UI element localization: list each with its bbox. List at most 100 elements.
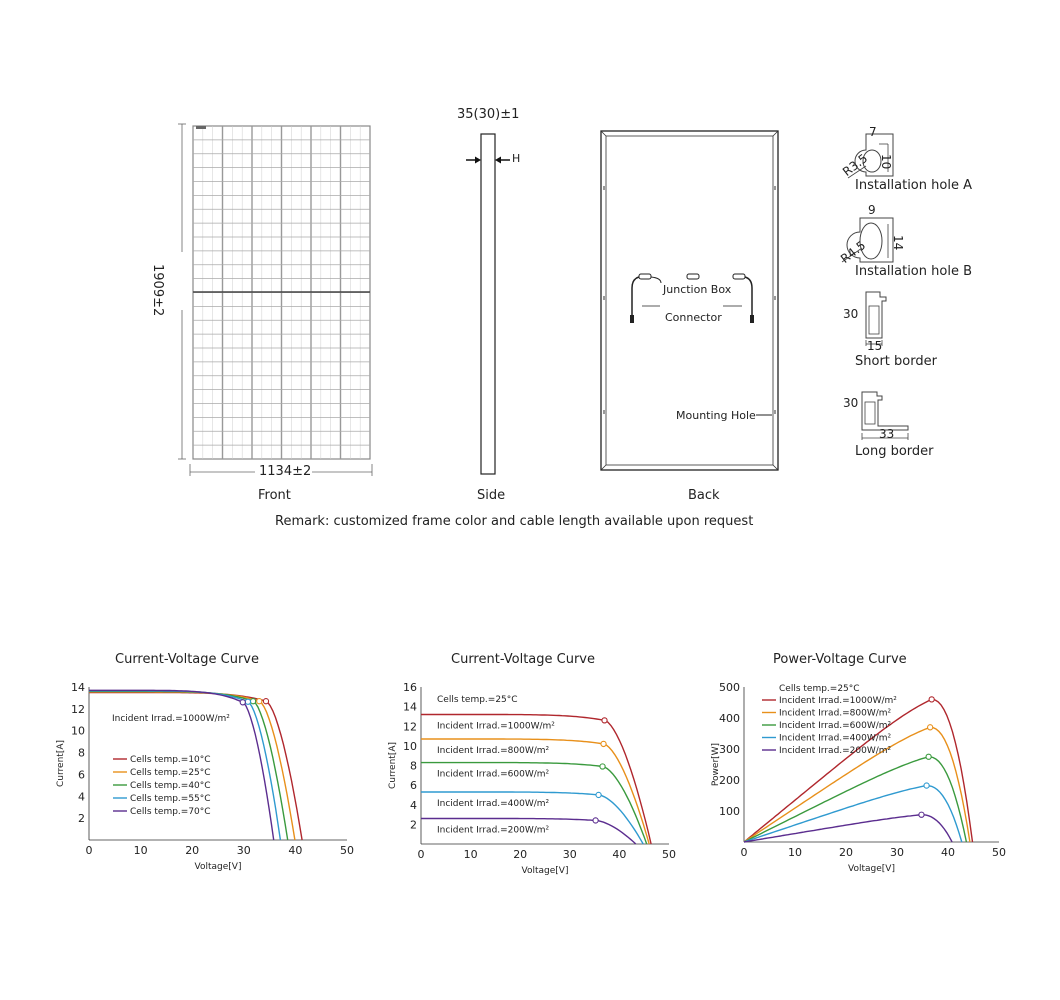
front-label: Front: [258, 488, 291, 503]
x-axis-label: Voltage[V]: [848, 864, 895, 874]
y-tick-label: 2: [78, 812, 85, 825]
y-tick-label: 400: [719, 712, 740, 725]
mpp-marker: [599, 763, 606, 770]
module-drawing: [178, 123, 909, 476]
y-tick-label: 8: [78, 747, 85, 760]
x-tick-label: 0: [418, 848, 425, 861]
hole-a-label: Installation hole A: [855, 178, 972, 193]
x-tick-label: 10: [464, 848, 478, 861]
chart2-title: Current-Voltage Curve: [451, 652, 596, 667]
y-tick-label: 16: [403, 681, 417, 694]
x-tick-label: 20: [839, 846, 853, 859]
mpp-marker: [926, 724, 934, 731]
y-tick-label: 6: [410, 779, 417, 792]
x-tick-label: 40: [612, 848, 626, 861]
y-tick-label: 10: [71, 725, 85, 738]
y-axis-label: Power[W]: [711, 743, 721, 786]
x-tick-label: 0: [741, 846, 748, 859]
x-tick-label: 30: [890, 846, 904, 859]
y-tick-label: 6: [78, 768, 85, 781]
mpp-marker: [256, 698, 263, 705]
x-axis-label: Voltage[V]: [195, 862, 242, 872]
x-tick-label: 40: [941, 846, 955, 859]
y-tick-label: 300: [719, 743, 740, 756]
y-axis-label: Current[A]: [56, 740, 66, 787]
x-tick-label: 30: [237, 844, 251, 857]
y-tick-label: 8: [410, 760, 417, 773]
legend-label: Incident Irrad.=1000W/m²: [779, 696, 897, 706]
chart1-iv-temperature: 0 10 20 30 40 50 2 4 6 8 10 12 14 Voltage[V] Current[A…: [56, 681, 354, 872]
back-label: Back: [688, 488, 720, 503]
junction-box-label: Junction Box: [663, 283, 732, 296]
y-tick-label: 12: [403, 720, 417, 733]
legend-label: Incident Irrad.=800W/m²: [779, 709, 892, 719]
y-tick-label: 14: [403, 701, 417, 714]
chart-annotation: Cells temp.=25°C: [779, 684, 860, 694]
mpp-marker: [239, 699, 246, 706]
installation-hole-b-detail: [841, 217, 894, 263]
x-tick-label: 40: [288, 844, 302, 857]
x-tick-label: 0: [86, 844, 93, 857]
hole-b-width: 9: [868, 203, 876, 217]
y-tick-label: 4: [410, 799, 417, 812]
series-line: [743, 784, 963, 843]
chart1-title: Current-Voltage Curve: [115, 652, 260, 667]
x-tick-label: 50: [340, 844, 354, 857]
long-border-height: 30: [843, 396, 859, 410]
chart3-pv-irradiance: 0 10 20 30 40 50 100 200 300 400 500 Voltage[V] Powe…: [711, 681, 1006, 874]
hole-a-height: 10: [879, 154, 893, 170]
series-line: [421, 761, 648, 845]
chart-annotation: Incident Irrad.=1000W/m²: [112, 714, 230, 724]
y-tick-label: 14: [71, 681, 85, 694]
legend-label: Cells temp.=55°C: [130, 794, 211, 804]
hole-a-width: 7: [869, 125, 877, 139]
mpp-marker: [249, 698, 257, 705]
series-label: Incident Irrad.=200W/m²: [437, 825, 550, 835]
chart3-title: Power-Voltage Curve: [773, 652, 907, 667]
short-border-label: Short border: [855, 354, 937, 369]
side-view: [466, 133, 510, 475]
back-view: [600, 130, 779, 471]
y-tick-label: 100: [719, 805, 740, 818]
legend-label: Incident Irrad.=600W/m²: [779, 721, 892, 731]
legend-label: Cells temp.=25°C: [130, 768, 211, 778]
legend-label: Incident Irrad.=400W/m²: [779, 734, 892, 744]
series-label: Incident Irrad.=1000W/m²: [437, 721, 555, 731]
mpp-marker: [592, 817, 599, 824]
series-line: [421, 713, 652, 845]
mpp-marker: [595, 791, 602, 799]
dim-thickness: 35(30)±1: [457, 107, 520, 122]
installation-hole-a-detail: [847, 133, 894, 179]
series-line: [421, 738, 650, 845]
series-line: [743, 814, 953, 843]
y-tick-label: 12: [71, 703, 85, 716]
series-line: [89, 689, 275, 841]
mpp-marker: [262, 698, 270, 705]
h-marker: H: [512, 152, 521, 165]
y-axis-label: Current[A]: [388, 742, 398, 789]
legend-label: Cells temp.=40°C: [130, 781, 211, 791]
x-tick-label: 10: [134, 844, 148, 857]
hole-b-height: 14: [891, 235, 905, 251]
series-label: Incident Irrad.=400W/m²: [437, 799, 550, 809]
x-tick-label: 10: [788, 846, 802, 859]
x-axis-label: Voltage[V]: [522, 866, 569, 876]
series-label: Incident Irrad.=800W/m²: [437, 746, 550, 756]
long-border-label: Long border: [855, 444, 934, 459]
front-view: [178, 123, 373, 476]
hole-b-label: Installation hole B: [855, 264, 972, 279]
series-label: Incident Irrad.=600W/m²: [437, 770, 550, 780]
remark-text: Remark: customized frame color and cable…: [275, 514, 754, 529]
mpp-marker: [600, 740, 607, 748]
long-border-profile: [861, 391, 909, 440]
mpp-marker: [928, 696, 935, 703]
series-line: [421, 817, 637, 845]
series-line: [743, 756, 968, 843]
y-tick-label: 4: [78, 790, 85, 803]
x-tick-label: 30: [563, 848, 577, 861]
legend-label: Cells temp.=70°C: [130, 807, 211, 817]
mpp-marker: [601, 717, 608, 724]
legend-label: Incident Irrad.=200W/m²: [779, 746, 892, 756]
short-border-height: 30: [843, 307, 859, 321]
y-tick-label: 2: [410, 818, 417, 831]
